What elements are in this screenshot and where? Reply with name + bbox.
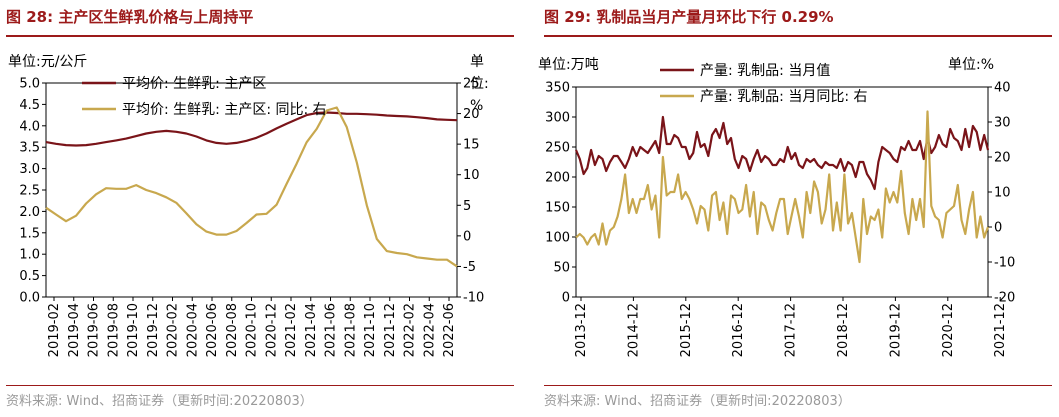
x-tick-label: 2020-12 <box>264 303 279 357</box>
x-tick-label: 2019-12 <box>888 303 903 357</box>
y-left-tick-label: 5.0 <box>19 77 40 92</box>
source-divider <box>6 385 514 386</box>
y-right-tick-label: 15 <box>463 138 480 153</box>
chart-panel-right: 图 29: 乳制品当月产量月环比下行 0.29% 0 50 100 150 200 250… <box>538 0 1058 417</box>
x-tick-label: 2014-12 <box>626 303 641 357</box>
x-tick-label: 2021-06 <box>324 303 339 357</box>
y-left-tick-label: 1.5 <box>19 226 40 241</box>
figure-title: 图 29: 乳制品当月产量月环比下行 0.29% <box>544 8 834 26</box>
x-tick-label: 2020-06 <box>205 303 220 357</box>
legend-label: 产量: 乳制品: 当月值 <box>700 63 830 79</box>
y-right-tick-label: 10 <box>463 168 480 183</box>
x-tick-label: 2020-12 <box>941 303 956 357</box>
x-tick-label: 2019-12 <box>146 303 161 357</box>
x-tick-label: 2020-08 <box>225 303 240 357</box>
x-tick-label: 2021-12 <box>993 303 1008 357</box>
unit-left-label: 单位:元/公斤 <box>8 54 87 70</box>
source-divider <box>544 385 1052 386</box>
unit-right-label: 单 <box>470 54 484 70</box>
series-line-yoy <box>45 106 458 268</box>
y-left-tick-label: 1.0 <box>19 248 40 263</box>
y-right-tick-label: 25 <box>463 77 480 92</box>
x-tick-label: 2015-12 <box>679 303 694 357</box>
y-right-tick-label: 10 <box>994 186 1011 201</box>
x-tick-label: 2021-10 <box>363 303 378 357</box>
y-left-tick-label: 2.0 <box>19 205 40 220</box>
y-left-tick-label: 0.5 <box>19 269 40 284</box>
source-note: 资料来源: Wind、招商证券（更新时间:20220803） <box>544 394 851 409</box>
legend-label: 产量: 乳制品: 当月同比: 右 <box>700 89 868 105</box>
x-tick-label: 2022-02 <box>403 303 418 357</box>
source-note: 资料来源: Wind、招商证券（更新时间:20220803） <box>6 394 313 409</box>
x-tick-label: 2022-04 <box>422 303 437 357</box>
x-tick-label: 2019-04 <box>67 303 82 357</box>
unit-right-label: 位: <box>470 76 489 92</box>
milk-price-chart: 0.0 0.5 1.0 1.5 2.0 2.5 3.0 3.5 4.0 4.5 5.0 -10 -5 0 5… <box>8 54 489 357</box>
y-left-tick-label: 350 <box>545 81 570 96</box>
chart-panel-left: 图 28: 主产区生鲜乳价格与上周持平 0.0 0.5 1.0 1.5 2.0 2.5 3.… <box>0 0 520 417</box>
x-tick-label: 2019-10 <box>126 303 141 357</box>
x-tick-label: 2022-06 <box>442 303 457 357</box>
y-left-tick-label: 150 <box>545 201 570 216</box>
legend-label: 平均价: 生鲜乳: 主产区 <box>122 76 266 92</box>
x-tick-label: 2021-08 <box>343 303 358 357</box>
x-tick-label: 2021-02 <box>284 303 299 357</box>
y-left-tick-label: 0 <box>562 291 570 306</box>
unit-right-label: 单位:% <box>948 57 994 73</box>
y-left-tick-label: 100 <box>545 231 570 246</box>
dairy-output-chart: 0 50 100 150 200 250 300 350 -20 -10 0 10 20 30 40 2013… <box>538 57 1015 357</box>
x-tick-label: 2019-06 <box>87 303 102 357</box>
y-left-tick-label: 4.5 <box>19 98 40 113</box>
x-tick-label: 2020-04 <box>185 303 200 357</box>
y-right-tick-label: 40 <box>994 81 1011 96</box>
x-tick-label: 2018-12 <box>836 303 851 357</box>
y-left-tick-label: 2.5 <box>19 184 40 199</box>
y-right-tick-label: -10 <box>463 291 484 306</box>
title-divider <box>544 35 1052 37</box>
y-left-tick-label: 4.0 <box>19 119 40 134</box>
series-line-yoy <box>575 110 990 264</box>
y-right-tick-label: 30 <box>994 116 1011 131</box>
unit-left-label: 单位:万吨 <box>538 57 599 73</box>
x-tick-label: 2016-12 <box>731 303 746 357</box>
x-tick-label: 2021-04 <box>304 303 319 357</box>
y-right-tick-label: 0 <box>463 229 471 244</box>
x-tick-label: 2020-02 <box>166 303 181 357</box>
unit-right-label: % <box>470 98 483 114</box>
y-right-tick-label: -5 <box>463 260 476 275</box>
y-right-tick-label: -20 <box>994 291 1015 306</box>
y-left-tick-label: 0.0 <box>19 291 40 306</box>
x-tick-label: 2021-12 <box>383 303 398 357</box>
series-line-production <box>574 115 990 191</box>
y-left-tick-label: 3.5 <box>19 141 40 156</box>
y-right-tick-label: 0 <box>994 221 1002 236</box>
y-left-tick-label: 250 <box>545 141 570 156</box>
series-line-production <box>45 111 458 147</box>
y-left-tick-label: 50 <box>553 261 570 276</box>
x-tick-label: 2020-10 <box>245 303 260 357</box>
y-right-tick-label: 20 <box>463 107 480 122</box>
x-tick-label: 2019-08 <box>106 303 121 357</box>
legend-label: 平均价: 生鲜乳: 主产区: 同比: 右 <box>122 102 327 118</box>
figure-title: 图 28: 主产区生鲜乳价格与上周持平 <box>6 8 254 26</box>
y-left-tick-label: 3.0 <box>19 162 40 177</box>
y-right-tick-label: 5 <box>463 199 471 214</box>
title-divider <box>6 35 514 37</box>
y-right-tick-label: 20 <box>994 151 1011 166</box>
y-left-tick-label: 200 <box>545 171 570 186</box>
y-left-tick-label: 300 <box>545 111 570 126</box>
x-tick-label: 2013-12 <box>574 303 589 357</box>
y-right-tick-label: -10 <box>994 256 1015 271</box>
x-tick-label: 2017-12 <box>784 303 799 357</box>
x-tick-label: 2019-02 <box>47 303 62 357</box>
